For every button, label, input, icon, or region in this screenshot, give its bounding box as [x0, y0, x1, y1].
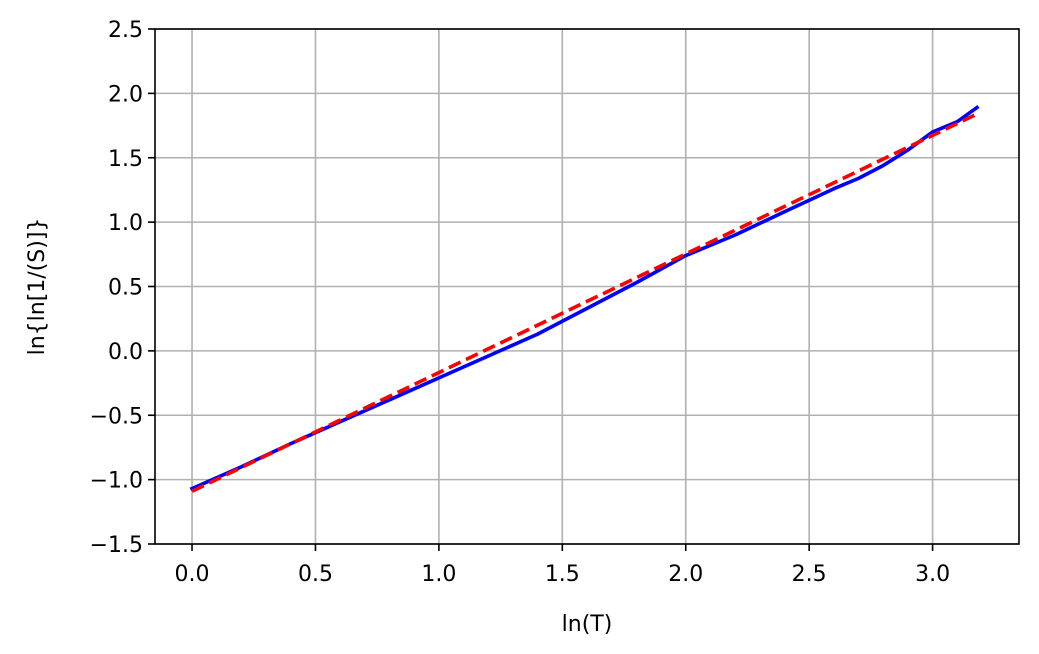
y-tick-label: 2.5 — [108, 18, 143, 43]
y-axis-label: ln{ln[1/(S)]} — [25, 218, 50, 356]
x-tick-label: 2.5 — [792, 562, 827, 587]
y-tick-label: 0.0 — [108, 340, 143, 365]
x-tick-label: 0.5 — [298, 562, 333, 587]
x-tick-label: 0.0 — [175, 562, 210, 587]
y-tick-label: 1.5 — [108, 147, 143, 172]
y-axis-ticks: −1.5 −1.0 −0.5 0.0 0.5 1.0 1.5 2.0 2.5 — [90, 18, 155, 558]
plot-series — [189, 104, 980, 493]
y-tick-label: −1.0 — [90, 469, 143, 494]
y-tick-label: 2.0 — [108, 82, 143, 107]
y-tick-label: −1.5 — [90, 533, 143, 558]
x-axis-ticks: 0.0 0.5 1.0 1.5 2.0 2.5 3.0 — [175, 544, 950, 587]
data-line — [189, 104, 980, 491]
y-tick-label: 0.5 — [108, 276, 143, 301]
x-axis-label: ln(T) — [562, 612, 613, 637]
y-tick-label: 1.0 — [108, 211, 143, 236]
y-tick-label: −0.5 — [90, 404, 143, 429]
x-tick-label: 1.5 — [545, 562, 580, 587]
fit-line — [191, 112, 978, 493]
x-tick-label: 3.0 — [915, 562, 950, 587]
x-tick-label: 2.0 — [668, 562, 703, 587]
x-tick-label: 1.0 — [421, 562, 456, 587]
grid — [155, 28, 1019, 545]
